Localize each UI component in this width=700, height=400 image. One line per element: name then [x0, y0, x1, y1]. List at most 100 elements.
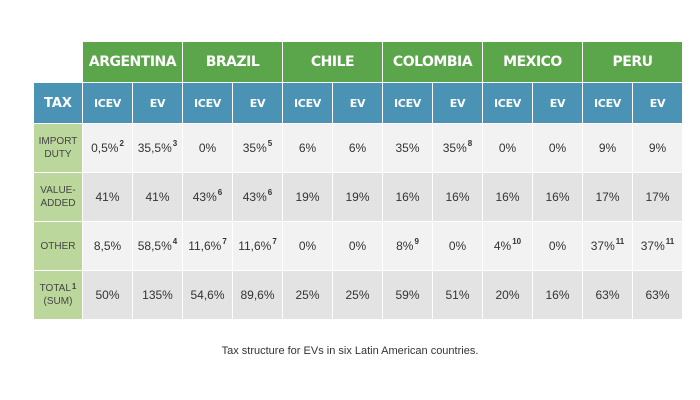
value-cell: 50% — [82, 270, 133, 320]
cell-value: 0% — [348, 239, 367, 253]
value-cell: 0% — [282, 221, 333, 271]
tax-header-cell: TAX — [33, 82, 83, 124]
value-cell: 63% — [632, 270, 683, 320]
cell-value: 41% — [145, 190, 170, 204]
value-cell: 0% — [332, 221, 383, 271]
cell-value: 16% — [545, 190, 570, 204]
cell-value: 8% — [396, 239, 414, 253]
corner-blank-cell — [33, 41, 83, 83]
subheader-ev: EV — [432, 82, 483, 124]
value-cell: 0% — [532, 123, 583, 173]
cell-value: 35% — [242, 141, 267, 155]
row-label: IMPORT DUTY — [33, 123, 83, 173]
cell-value: 9% — [648, 141, 667, 155]
value-cell: 35%8 — [432, 123, 483, 173]
subheader-ev: EV — [232, 82, 283, 124]
country-header-chile: CHILE — [282, 41, 383, 83]
cell-value: 17% — [595, 190, 620, 204]
cell-value: 9% — [598, 141, 617, 155]
footnote-marker: 3 — [172, 139, 178, 148]
value-cell: 35,5%3 — [132, 123, 183, 173]
value-cell: 25% — [332, 270, 383, 320]
value-cell: 41% — [132, 172, 183, 222]
value-cell: 20% — [482, 270, 533, 320]
value-cell: 16% — [432, 172, 483, 222]
cell-value: 8,5% — [93, 239, 122, 253]
value-cell: 25% — [282, 270, 333, 320]
footnote-marker: 1 — [71, 282, 77, 291]
row-label-line: DUTY — [44, 149, 72, 160]
cell-value: 6% — [298, 141, 317, 155]
row-label-line: TOTAL — [39, 283, 71, 294]
value-cell: 54,6% — [182, 270, 233, 320]
footnote-marker: 2 — [119, 139, 124, 148]
value-cell: 17% — [632, 172, 683, 222]
footnote-marker: 6 — [267, 188, 273, 197]
cell-value: 16% — [445, 190, 470, 204]
footnote-marker: 10 — [512, 237, 522, 246]
cell-value: 51% — [445, 288, 470, 302]
value-cell: 35%5 — [232, 123, 283, 173]
value-cell: 19% — [282, 172, 333, 222]
value-cell: 8%9 — [382, 221, 433, 271]
subheader-icev: ICEV — [182, 82, 233, 124]
value-cell: 9% — [632, 123, 683, 173]
cell-value: 16% — [545, 288, 570, 302]
row-label-line: OTHER — [40, 240, 76, 252]
cell-value: 11,6% — [188, 239, 222, 253]
cell-value: 16% — [395, 190, 420, 204]
cell-value: 89,6% — [240, 288, 275, 302]
cell-value: 19% — [345, 190, 370, 204]
value-cell: 19% — [332, 172, 383, 222]
value-cell: 59% — [382, 270, 433, 320]
footnote-marker: 4 — [172, 237, 178, 246]
country-header-row: ARGENTINA BRAZIL CHILE COLOMBIA MEXICO P… — [33, 41, 683, 83]
cell-value: 17% — [645, 190, 670, 204]
country-header-mexico: MEXICO — [482, 41, 583, 83]
cell-value: 35% — [442, 141, 467, 155]
value-cell: 41% — [82, 172, 133, 222]
cell-value: 135% — [142, 288, 173, 302]
cell-value: 59% — [395, 288, 420, 302]
footnote-marker: 7 — [222, 237, 227, 246]
vehicle-type-header-row: TAX ICEV EV ICEV EV ICEV EV ICEV EV ICEV EV ICEV EV — [33, 82, 683, 124]
subheader-icev: ICEV — [282, 82, 333, 124]
cell-value: 54,6% — [190, 288, 225, 302]
country-header-peru: PERU — [582, 41, 683, 83]
value-cell: 0% — [182, 123, 233, 173]
cell-value: 0% — [548, 141, 567, 155]
value-cell: 63% — [582, 270, 633, 320]
subheader-ev: EV — [132, 82, 183, 124]
subheader-icev: ICEV — [582, 82, 633, 124]
footnote-marker: 9 — [414, 237, 419, 246]
value-cell: 0% — [432, 221, 483, 271]
footnote-marker: 7 — [272, 237, 277, 246]
cell-value: 35% — [395, 141, 420, 155]
value-cell: 11,6%7 — [232, 221, 283, 271]
value-cell: 51% — [432, 270, 483, 320]
cell-value: 0% — [298, 239, 317, 253]
value-cell: 0% — [482, 123, 533, 173]
footnote-marker: 8 — [467, 139, 473, 148]
row-label: TOTAL1 (SUM) — [33, 270, 83, 320]
subheader-icev: ICEV — [482, 82, 533, 124]
value-cell: 43%6 — [182, 172, 233, 222]
subheader-ev: EV — [632, 82, 683, 124]
cell-value: 63% — [595, 288, 620, 302]
value-cell: 0% — [532, 221, 583, 271]
value-cell: 9% — [582, 123, 633, 173]
cell-value: 35,5% — [137, 141, 172, 155]
cell-value: 43% — [242, 190, 267, 204]
value-cell: 6% — [282, 123, 333, 173]
table-row: IMPORT DUTY 0,5%2 35,5%3 0% 35%5 6% 6% 35% 35%8 0%… — [33, 123, 683, 173]
footnote-marker: 6 — [217, 188, 223, 197]
subheader-icev: ICEV — [382, 82, 433, 124]
value-cell: 37%11 — [582, 221, 633, 271]
cell-value: 37% — [640, 239, 665, 253]
country-header-brazil: BRAZIL — [182, 41, 283, 83]
cell-value: 16% — [495, 190, 520, 204]
value-cell: 135% — [132, 270, 183, 320]
row-label: VALUE- ADDED — [33, 172, 83, 222]
row-label-line: ADDED — [40, 198, 76, 209]
footnote-marker: 5 — [267, 139, 273, 148]
